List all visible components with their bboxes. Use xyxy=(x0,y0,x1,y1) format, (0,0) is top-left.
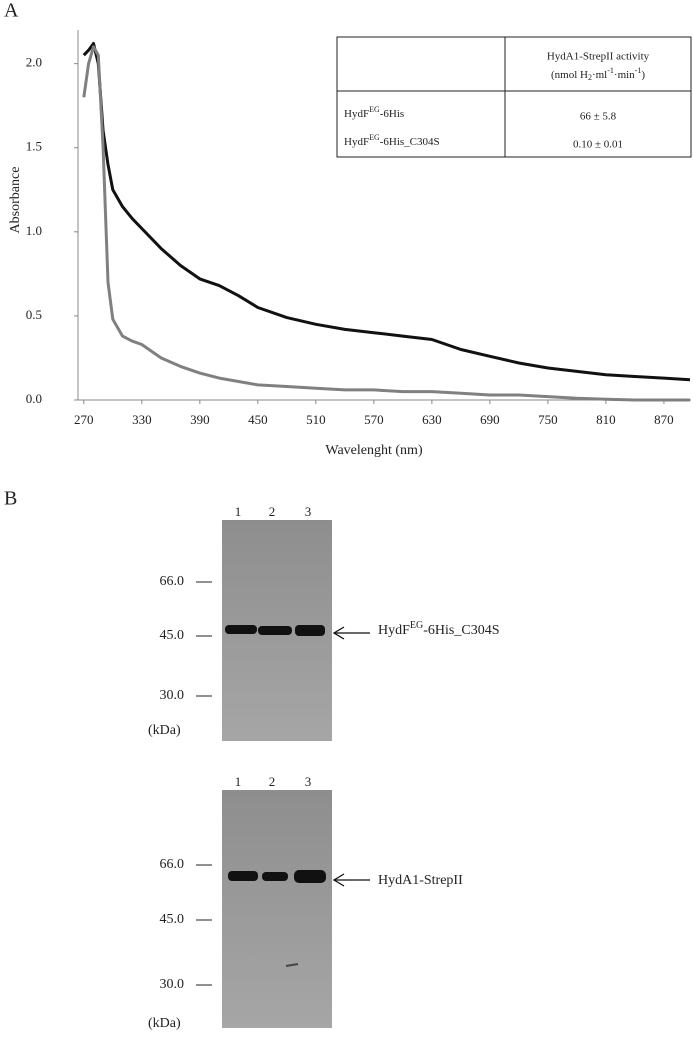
y-tick-label: 1.0 xyxy=(26,223,42,238)
label-part: HydF xyxy=(378,623,410,638)
table-header-unit: (nmol H2·ml-1·min-1) xyxy=(551,66,645,82)
name-part: HydF xyxy=(344,108,369,120)
unit-part: ) xyxy=(641,69,645,81)
lane-label: 2 xyxy=(269,774,276,789)
marker-label: 45.0 xyxy=(160,912,185,927)
y-tick-label: 1.5 xyxy=(26,139,42,154)
label-sup: EG xyxy=(410,620,423,631)
table-header: HydA1-StrepII activity xyxy=(547,51,650,63)
unit-sub: 2 xyxy=(588,73,592,82)
panel-label: A xyxy=(4,0,19,22)
row-activity: 0.10 ± 0.01 xyxy=(573,139,623,151)
name-sup: EG xyxy=(369,133,380,142)
y-tick-label: 0.0 xyxy=(26,391,42,406)
band-label: HydA1-StrepII xyxy=(378,873,463,888)
x-tick-label: 270 xyxy=(74,412,94,427)
row-name: HydFEG-6His xyxy=(344,105,404,120)
marker-label: 45.0 xyxy=(160,628,185,643)
y-tick-label: 2.0 xyxy=(26,55,42,70)
row-activity: 66 ± 5.8 xyxy=(580,111,617,123)
x-axis-title: Wavelenght (nm) xyxy=(325,443,423,458)
marker-label: 30.0 xyxy=(160,688,185,703)
marker-label: 66.0 xyxy=(160,857,185,872)
activity-table: HydA1-StrepII activity (nmol H2·ml-1·min… xyxy=(336,36,692,158)
series-line xyxy=(82,45,690,402)
unit-part: ·ml xyxy=(592,69,607,81)
blot-2: 1 2 3 66.0 45.0 30.0 (kDa) HydA1-StrepII xyxy=(148,774,463,1031)
x-tick-label: 870 xyxy=(654,412,674,427)
label-part: -6His_C304S xyxy=(423,623,499,638)
name-sup: EG xyxy=(369,105,380,114)
band-label: HydFEG-6His_C304S xyxy=(378,620,499,638)
unit-label: (kDa) xyxy=(148,1016,181,1031)
lane-label: 3 xyxy=(305,504,312,519)
x-tick-label: 810 xyxy=(596,412,616,427)
unit-part: ·min xyxy=(614,69,635,81)
unit-sup: -1 xyxy=(607,66,614,75)
lane-label: 2 xyxy=(269,504,276,519)
y-axis-title: Absorbance xyxy=(8,167,23,234)
lane-label: 3 xyxy=(305,774,312,789)
name-part: HydF xyxy=(344,136,369,148)
x-tick-label: 690 xyxy=(480,412,500,427)
x-tick-label: 330 xyxy=(132,412,152,427)
marker-label: 66.0 xyxy=(160,574,185,589)
series-line xyxy=(82,42,691,382)
x-tick-label: 750 xyxy=(538,412,558,427)
unit-label: (kDa) xyxy=(148,723,181,738)
x-tick-label: 510 xyxy=(306,412,326,427)
row-name: HydFEG-6His_C304S xyxy=(344,133,440,148)
lane-label: 1 xyxy=(235,504,242,519)
x-tick-label: 570 xyxy=(364,412,384,427)
lane-label: 1 xyxy=(235,774,242,789)
unit-sup: -1 xyxy=(635,66,642,75)
x-tick-label: 450 xyxy=(248,412,268,427)
y-tick-label: 0.5 xyxy=(26,307,42,322)
marker-label: 30.0 xyxy=(160,977,185,992)
x-tick-label: 390 xyxy=(190,412,210,427)
name-part: -6His_C304S xyxy=(380,136,440,148)
name-part: -6His xyxy=(380,108,404,120)
panel-label: B xyxy=(4,488,17,510)
blot-1: 1 2 3 66.0 45.0 30.0 (kDa) HydFEG-6His_C… xyxy=(148,504,499,741)
x-tick-label: 630 xyxy=(422,412,442,427)
unit-part: (nmol H xyxy=(551,69,588,81)
